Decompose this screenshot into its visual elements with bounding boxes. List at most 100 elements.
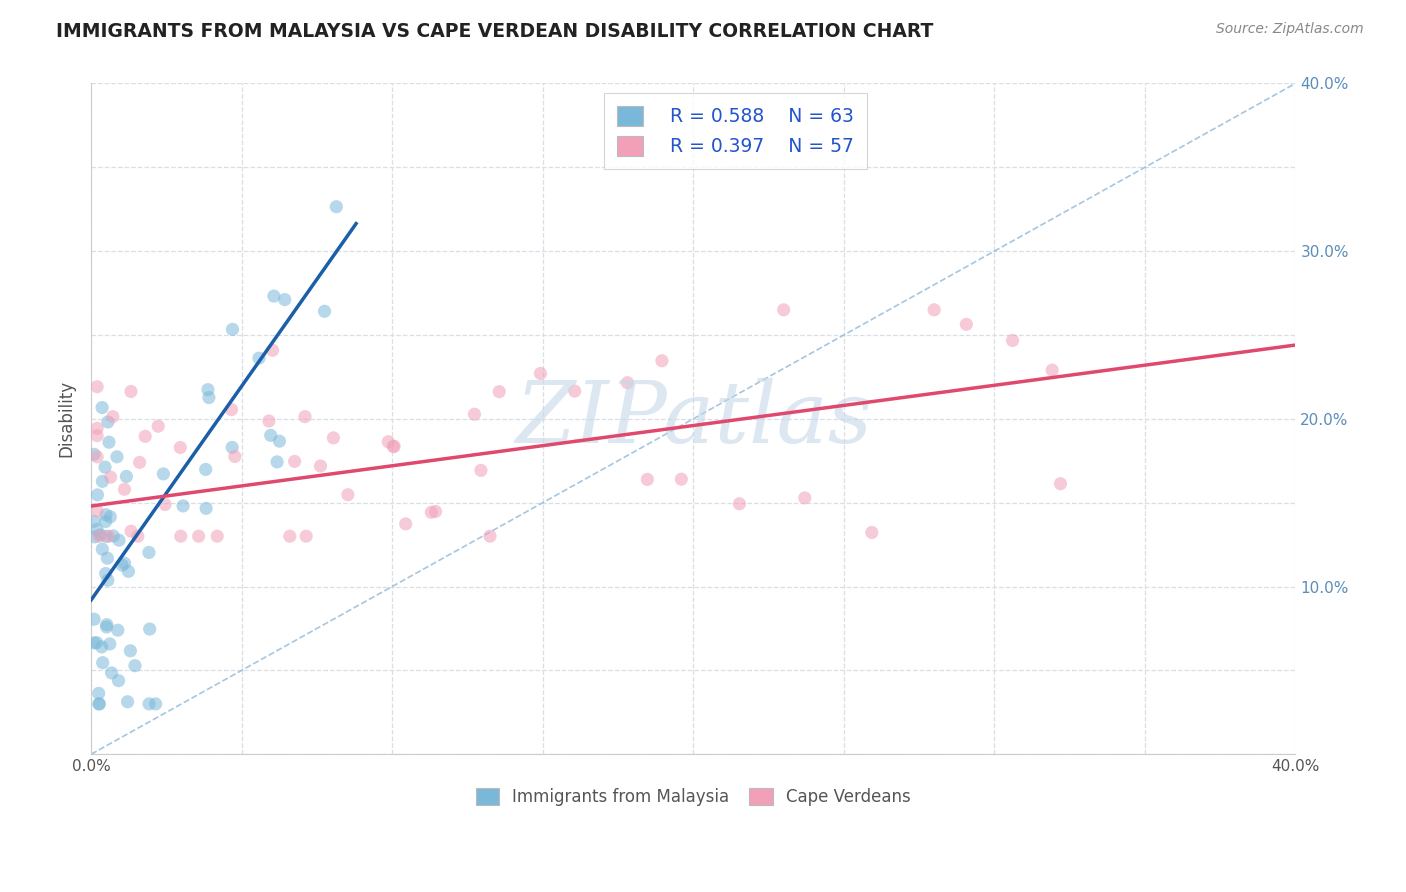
Point [395,516,418,531]
Point [269,434,291,449]
Point [83,447,105,461]
Point [382,440,405,454]
Point [221,322,243,336]
Point [86,635,108,649]
Point [103,529,125,543]
Point [322,431,344,445]
Text: IMMIGRANTS FROM MALAYSIA VS CAPE VERDEAN DISABILITY CORRELATION CHART: IMMIGRANTS FROM MALAYSIA VS CAPE VERDEAN… [56,22,934,41]
Point [273,293,295,307]
Point [224,450,246,464]
Point [488,384,510,399]
Point [120,644,142,658]
Point [96,617,118,632]
Point [124,658,146,673]
Point [1001,334,1024,348]
Point [138,697,160,711]
Point [221,402,243,417]
Point [336,488,359,502]
Point [111,558,134,573]
Point [955,318,977,332]
Point [86,504,108,518]
Point [91,475,114,489]
Point [114,483,136,497]
Point [97,574,120,588]
Point [671,472,693,486]
Point [128,455,150,469]
Point [117,565,139,579]
Point [195,501,218,516]
Point [97,415,120,429]
Point [98,435,121,450]
Point [260,428,283,442]
Point [86,450,108,464]
Point [120,524,142,538]
Point [616,376,638,390]
Point [205,529,228,543]
Point [793,491,815,505]
Point [94,566,117,581]
Point [263,289,285,303]
Point [247,351,270,366]
Point [115,469,138,483]
Point [86,428,108,442]
Point [90,640,112,654]
Point [1049,476,1071,491]
Text: Source: ZipAtlas.com: Source: ZipAtlas.com [1216,22,1364,37]
Point [148,419,170,434]
Point [153,498,176,512]
Point [420,505,443,519]
Point [96,620,118,634]
Point [728,497,751,511]
Point [91,542,114,557]
Point [325,200,347,214]
Point [187,529,209,543]
Point [105,450,128,464]
Point [169,441,191,455]
Point [100,665,122,680]
Point [87,686,110,700]
Point [86,488,108,502]
Point [98,509,121,524]
Point [262,343,284,358]
Point [309,458,332,473]
Point [198,391,221,405]
Point [651,353,673,368]
Point [382,439,405,453]
Y-axis label: Disability: Disability [58,380,75,458]
Point [294,409,316,424]
Point [170,529,193,543]
Point [564,384,586,398]
Point [86,380,108,394]
Point [314,304,336,318]
Point [257,414,280,428]
Point [87,529,110,543]
Point [98,637,121,651]
Point [108,533,131,548]
Point [194,462,217,476]
Point [922,302,945,317]
Point [197,383,219,397]
Point [96,551,118,566]
Point [89,697,111,711]
Point [172,499,194,513]
Point [463,407,485,421]
Point [470,463,492,477]
Point [97,529,120,543]
Point [120,384,142,399]
Point [100,470,122,484]
Point [83,514,105,528]
Point [1040,363,1063,377]
Point [295,529,318,543]
Point [101,409,124,424]
Point [114,556,136,570]
Point [138,622,160,636]
Point [89,528,111,542]
Point [266,455,288,469]
Point [94,515,117,529]
Point [152,467,174,481]
Point [83,612,105,626]
Point [87,697,110,711]
Point [138,545,160,559]
Point [284,454,307,468]
Point [221,441,243,455]
